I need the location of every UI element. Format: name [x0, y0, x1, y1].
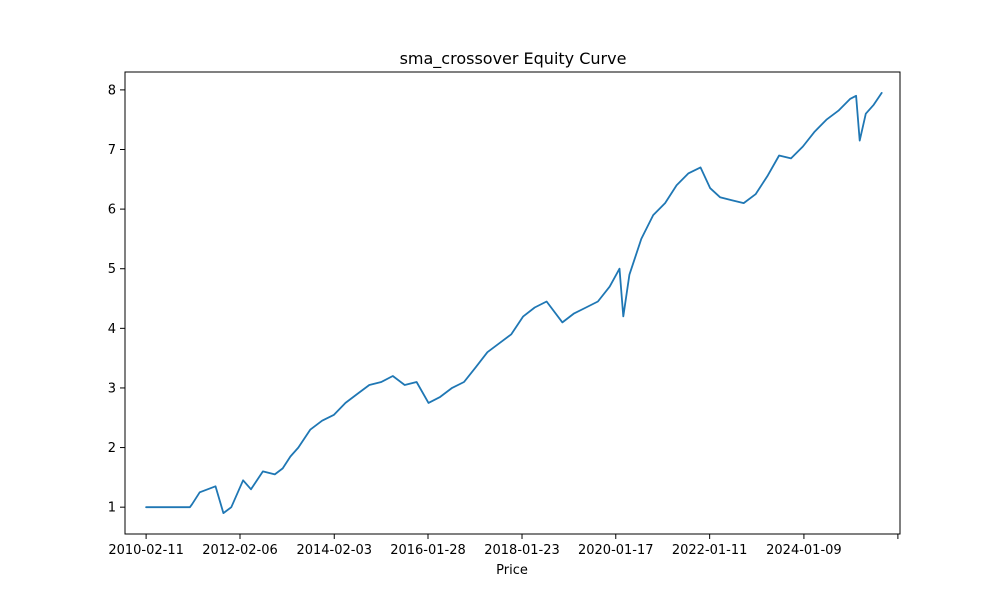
- x-tick-label: 2016-01-28: [390, 543, 466, 558]
- x-tick-label: 2010-02-11: [108, 543, 184, 558]
- plot-frame: [124, 71, 901, 535]
- y-tick-label: 6: [108, 203, 116, 218]
- x-tick-label: 2022-01-11: [672, 543, 748, 558]
- y-tick-label: 3: [108, 381, 116, 396]
- x-tick-label: 2012-02-06: [202, 543, 278, 558]
- y-tick-label: 2: [108, 441, 116, 456]
- x-axis: 2010-02-11 2012-02-06 2014-02-03 2016-01-28…: [108, 534, 899, 558]
- chart-title: sma_crossover Equity Curve: [400, 49, 627, 69]
- x-tick-label: 2024-01-09: [766, 543, 842, 558]
- equity-series-line: [145, 92, 883, 514]
- y-tick-label: 8: [108, 83, 116, 98]
- y-axis: 1 2 3 4 5 6 7 8: [108, 83, 125, 516]
- x-tick-label: 2020-01-17: [578, 543, 654, 558]
- y-tick-label: 1: [108, 501, 116, 516]
- y-tick-label: 7: [108, 143, 116, 158]
- x-tick-label: 2018-01-23: [484, 543, 560, 558]
- x-tick-label: 2014-02-03: [296, 543, 372, 558]
- series-layer: [145, 92, 883, 514]
- x-axis-label: Price: [496, 563, 528, 578]
- y-tick-label: 5: [108, 262, 116, 277]
- plot-area: [124, 71, 901, 535]
- y-tick-label: 4: [108, 322, 116, 337]
